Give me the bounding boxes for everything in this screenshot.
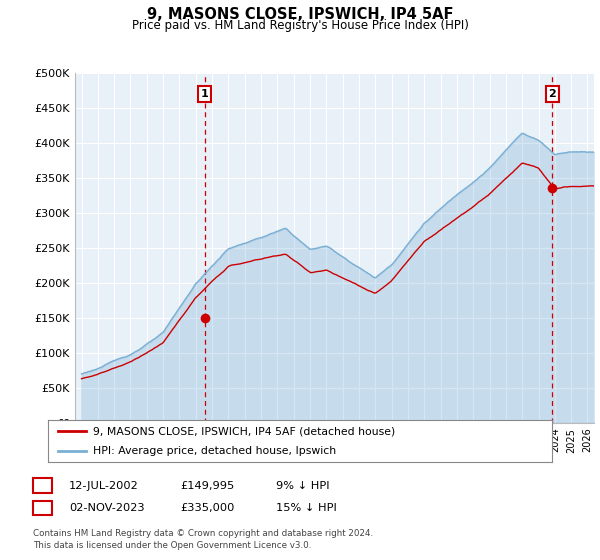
Text: 9, MASONS CLOSE, IPSWICH, IP4 5AF (detached house): 9, MASONS CLOSE, IPSWICH, IP4 5AF (detac… bbox=[94, 426, 395, 436]
Text: £335,000: £335,000 bbox=[180, 503, 235, 513]
Text: HPI: Average price, detached house, Ipswich: HPI: Average price, detached house, Ipsw… bbox=[94, 446, 337, 456]
Text: £149,995: £149,995 bbox=[180, 480, 234, 491]
Text: 9, MASONS CLOSE, IPSWICH, IP4 5AF: 9, MASONS CLOSE, IPSWICH, IP4 5AF bbox=[147, 7, 453, 22]
Text: 2: 2 bbox=[39, 503, 46, 513]
Text: Contains HM Land Registry data © Crown copyright and database right 2024.
This d: Contains HM Land Registry data © Crown c… bbox=[33, 529, 373, 550]
Text: 1: 1 bbox=[201, 89, 208, 99]
Text: 12-JUL-2002: 12-JUL-2002 bbox=[69, 480, 139, 491]
Text: 9% ↓ HPI: 9% ↓ HPI bbox=[276, 480, 329, 491]
Text: 02-NOV-2023: 02-NOV-2023 bbox=[69, 503, 145, 513]
Text: 15% ↓ HPI: 15% ↓ HPI bbox=[276, 503, 337, 513]
Text: 2: 2 bbox=[548, 89, 556, 99]
Text: Price paid vs. HM Land Registry's House Price Index (HPI): Price paid vs. HM Land Registry's House … bbox=[131, 19, 469, 32]
Text: 1: 1 bbox=[39, 480, 46, 491]
